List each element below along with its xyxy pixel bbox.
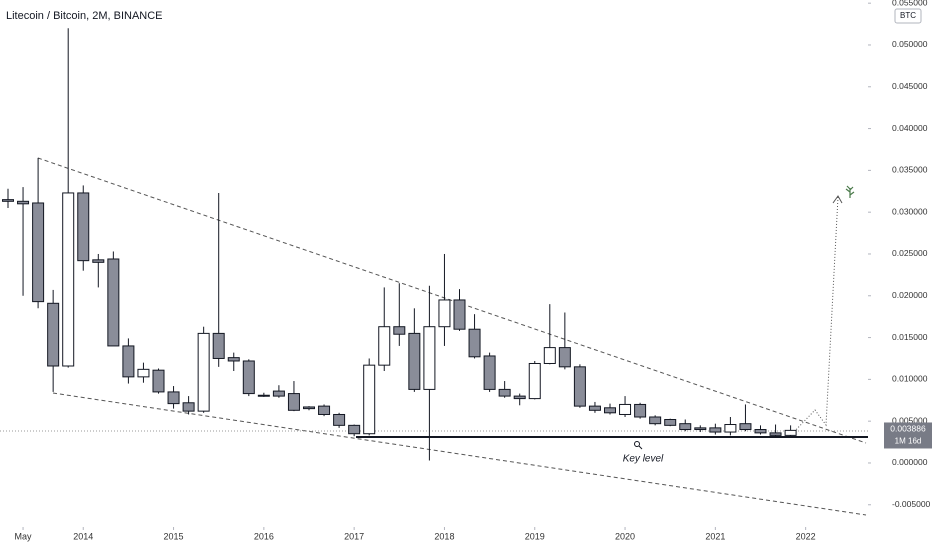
currency-label: BTC xyxy=(900,11,916,20)
candle-body xyxy=(182,402,195,412)
candle-body xyxy=(17,200,30,205)
y-tick-label: 0.050000 xyxy=(892,39,928,49)
candle-body xyxy=(604,407,616,414)
y-tick-label: 0.055000 xyxy=(892,0,928,7)
x-tick-label: 2022 xyxy=(796,531,816,541)
candle-body xyxy=(227,357,240,362)
candle-body xyxy=(167,391,180,405)
candle-body xyxy=(137,368,150,378)
candle-body xyxy=(92,259,105,263)
candle-body xyxy=(679,423,692,431)
candle-body xyxy=(483,355,496,390)
y-tick-label: 0.045000 xyxy=(892,81,928,91)
candle-body xyxy=(77,192,90,262)
x-tick-label: 2020 xyxy=(615,531,635,541)
candle-body xyxy=(2,199,14,202)
x-tick-label: 2014 xyxy=(73,531,93,541)
candle-body xyxy=(468,328,481,358)
candle-body xyxy=(739,423,752,431)
candle-body xyxy=(303,406,315,410)
candle-body xyxy=(438,299,451,328)
candle-body xyxy=(769,432,782,436)
x-tick-label: 2021 xyxy=(705,531,725,541)
candle-body xyxy=(318,405,331,415)
candle-body xyxy=(588,405,601,411)
candle-body xyxy=(453,299,466,330)
candle-body xyxy=(634,403,647,418)
candle-body xyxy=(664,418,677,426)
current-price-box xyxy=(884,422,932,449)
candle-body xyxy=(333,413,346,426)
candle-body xyxy=(47,302,60,367)
x-tick-label: 2017 xyxy=(344,531,364,541)
plant-icon xyxy=(845,185,855,198)
candle-body xyxy=(107,258,120,347)
candle-body xyxy=(558,347,571,368)
key-level-label: Key level xyxy=(623,454,664,465)
candle-body xyxy=(32,202,45,303)
countdown-label: 1M 16d xyxy=(895,437,922,446)
key-level-icon-tail xyxy=(638,445,643,450)
y-tick-label: 0.035000 xyxy=(892,165,928,175)
candle-body xyxy=(272,390,285,397)
chart-title: Litecoin / Bitcoin, 2M, BINANCE xyxy=(6,10,163,22)
candle-body xyxy=(754,429,767,434)
x-tick-label: May xyxy=(15,531,33,541)
drawings: Key level xyxy=(0,157,868,516)
candle-body xyxy=(257,394,270,397)
currency-box xyxy=(894,8,922,24)
candle-body xyxy=(62,192,75,367)
candle-body xyxy=(212,332,225,359)
candle-body xyxy=(378,326,391,366)
candle-body xyxy=(348,424,361,435)
candle-body xyxy=(498,388,511,397)
candle-body xyxy=(543,347,556,364)
candle-body xyxy=(513,395,526,400)
candle-body xyxy=(287,393,300,411)
y-tick-label: 0.025000 xyxy=(892,248,928,258)
y-tick-label: 0.030000 xyxy=(892,206,928,216)
y-tick-label: 0.000000 xyxy=(892,457,928,467)
projection-arrowhead xyxy=(832,195,843,204)
candle-body xyxy=(694,427,707,431)
candle-body xyxy=(784,429,797,436)
candle-body xyxy=(649,416,662,425)
y-tick-label: 0.005000 xyxy=(892,415,928,425)
candle-body xyxy=(619,403,632,415)
candle-body xyxy=(363,364,376,435)
candle-body xyxy=(423,326,436,390)
candle-body xyxy=(152,369,165,393)
upper-trendline xyxy=(37,157,867,444)
candle-body xyxy=(408,332,421,390)
candle-body xyxy=(724,424,737,433)
projection-path xyxy=(789,196,839,437)
x-tick-label: 2018 xyxy=(434,531,454,541)
candle-body xyxy=(122,345,135,378)
y-tick-label: 0.015000 xyxy=(892,332,928,342)
candle-body xyxy=(393,326,406,335)
y-tick-label: 0.020000 xyxy=(892,290,928,300)
y-tick-label: -0.005000 xyxy=(892,499,931,509)
candle-body xyxy=(242,360,255,395)
x-tick-label: 2016 xyxy=(254,531,274,541)
key-level-icon xyxy=(634,441,640,447)
y-tick-label: 0.040000 xyxy=(892,123,928,133)
current-price-label: 0.003886 xyxy=(890,424,926,434)
x-tick-label: 2019 xyxy=(525,531,545,541)
y-tick-label: 0.010000 xyxy=(892,374,928,384)
candle-body xyxy=(573,366,586,407)
candle-body xyxy=(528,362,541,400)
x-tick-label: 2015 xyxy=(164,531,184,541)
candle-body xyxy=(197,332,210,412)
candle-body xyxy=(709,427,722,433)
